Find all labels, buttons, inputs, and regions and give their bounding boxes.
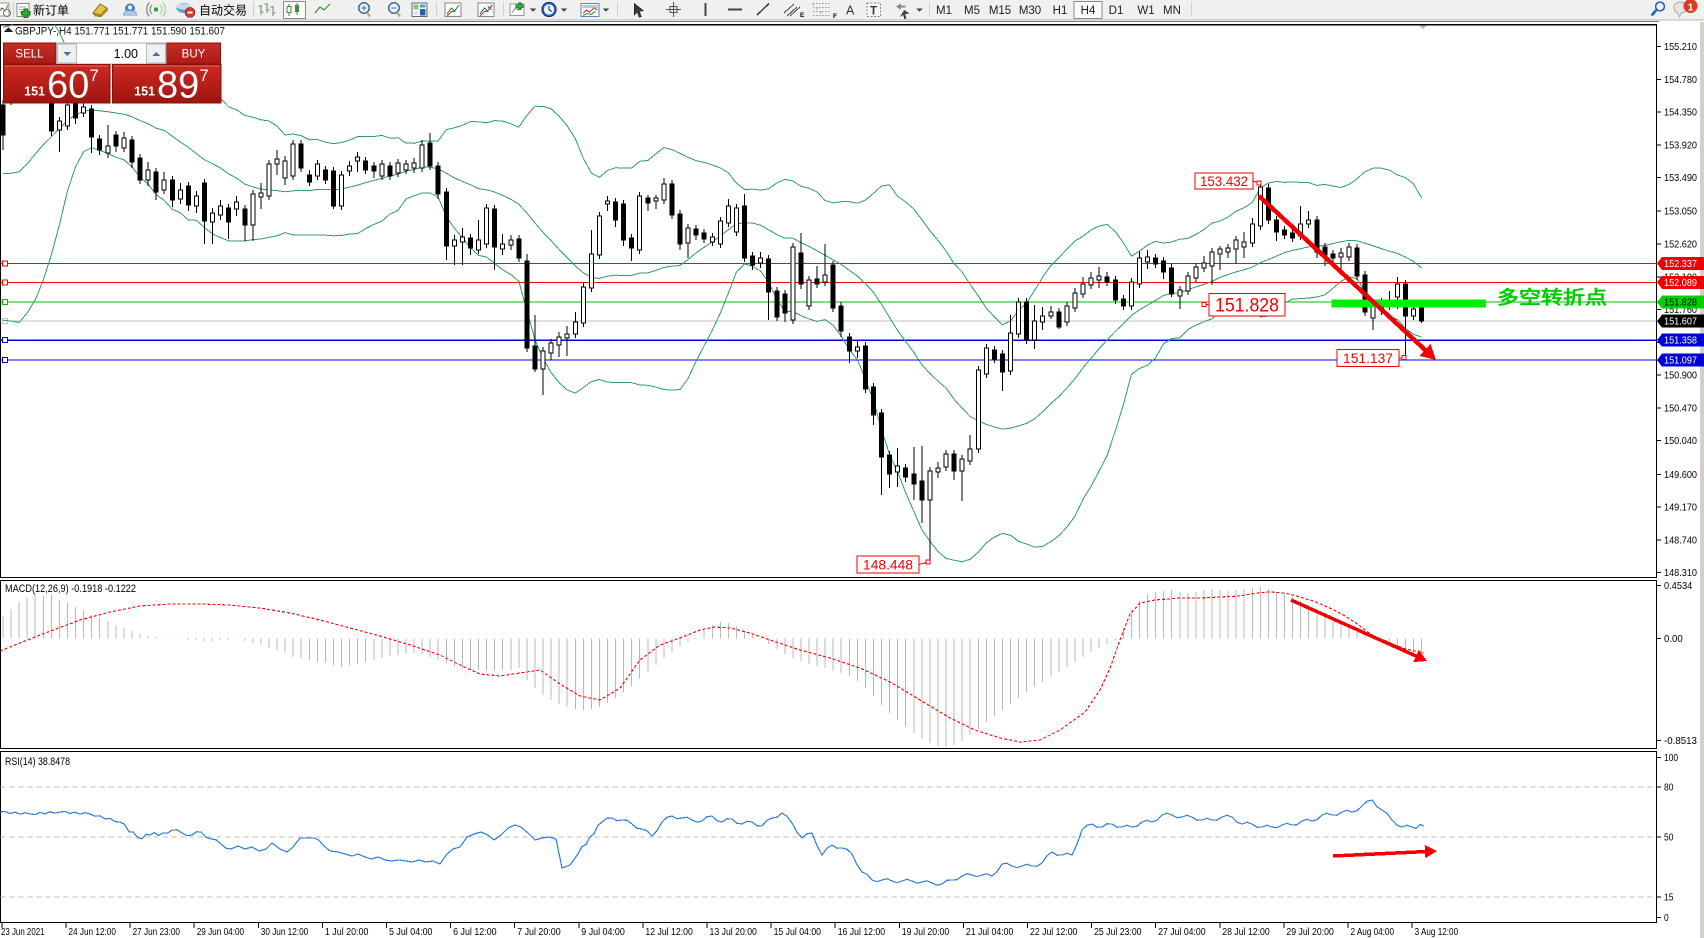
svg-text:28 Jul 12:00: 28 Jul 12:00 (1222, 927, 1270, 938)
svg-text:F: F (833, 13, 837, 20)
svg-text:2 Aug 04:00: 2 Aug 04:00 (1351, 927, 1395, 938)
svg-text:7 Jul 20:00: 7 Jul 20:00 (517, 927, 561, 938)
svg-text:7: 7 (90, 67, 99, 85)
svg-text:H4: H4 (1081, 5, 1096, 17)
svg-text:BUY: BUY (182, 49, 206, 61)
svg-text:E: E (800, 12, 805, 19)
svg-text:6 Jul 12:00: 6 Jul 12:00 (453, 927, 497, 938)
svg-text:-0.8513: -0.8513 (1664, 735, 1697, 747)
svg-text:154.350: 154.350 (1664, 107, 1697, 119)
svg-text:27 Jun 23:00: 27 Jun 23:00 (133, 927, 181, 938)
svg-text:M1: M1 (936, 5, 952, 17)
svg-text:RSI(14) 38.8478: RSI(14) 38.8478 (5, 756, 70, 768)
svg-text:151: 151 (24, 85, 45, 99)
svg-text:23 Jun 2021: 23 Jun 2021 (1, 927, 45, 938)
svg-text:1.00: 1.00 (114, 47, 138, 61)
svg-text:1: 1 (1688, 2, 1694, 14)
svg-text:29 Jun 04:00: 29 Jun 04:00 (197, 927, 245, 938)
svg-text:153.050: 153.050 (1664, 206, 1697, 218)
svg-text:7: 7 (200, 67, 209, 85)
svg-text:149.170: 149.170 (1664, 502, 1697, 514)
svg-text:153.490: 153.490 (1664, 172, 1697, 184)
svg-text:24 Jun 12:00: 24 Jun 12:00 (69, 927, 117, 938)
svg-text:0: 0 (1664, 912, 1669, 924)
svg-text:154.780: 154.780 (1664, 74, 1697, 86)
svg-text:151.097: 151.097 (1664, 355, 1697, 367)
svg-text:153.432: 153.432 (1200, 174, 1248, 189)
svg-text:GBPJPY-,H4 151.771 151.771 15: GBPJPY-,H4 151.771 151.771 151.590 151.6… (15, 26, 225, 38)
svg-text:89: 89 (157, 65, 199, 107)
svg-text:150.040: 150.040 (1664, 435, 1697, 447)
svg-text:H1: H1 (1053, 5, 1068, 17)
svg-text:152.337: 152.337 (1664, 258, 1697, 270)
svg-text:新订单: 新订单 (33, 3, 69, 18)
svg-text:151.607: 151.607 (1664, 316, 1697, 328)
svg-text:148.448: 148.448 (863, 557, 913, 572)
svg-text:W1: W1 (1137, 5, 1154, 17)
svg-text:19 Jul 20:00: 19 Jul 20:00 (902, 927, 950, 938)
svg-text:27 Jul 04:00: 27 Jul 04:00 (1158, 927, 1206, 938)
svg-text:M5: M5 (964, 5, 980, 17)
svg-text:30 Jun 12:00: 30 Jun 12:00 (261, 927, 309, 938)
svg-text:50: 50 (1664, 832, 1674, 844)
svg-text:多空转折点: 多空转折点 (1497, 287, 1608, 308)
svg-text:80: 80 (1664, 781, 1674, 793)
svg-text:5 Jul 04:00: 5 Jul 04:00 (389, 927, 433, 938)
svg-text:152.089: 152.089 (1664, 277, 1697, 289)
svg-text:149.600: 149.600 (1664, 469, 1697, 481)
svg-text:MACD(12,26,9) -0.1918 -0.1222: MACD(12,26,9) -0.1918 -0.1222 (5, 583, 136, 595)
svg-text:1 Jul 20:00: 1 Jul 20:00 (325, 927, 369, 938)
svg-text:M15: M15 (989, 5, 1011, 17)
svg-text:100: 100 (1664, 752, 1678, 764)
svg-text:SELL: SELL (15, 49, 44, 61)
svg-text:9 Jul 04:00: 9 Jul 04:00 (581, 927, 625, 938)
svg-text:151.828: 151.828 (1215, 296, 1279, 317)
svg-text:13 Jul 20:00: 13 Jul 20:00 (710, 927, 758, 938)
svg-text:60: 60 (47, 65, 89, 107)
svg-text:152.620: 152.620 (1664, 239, 1697, 251)
svg-text:25 Jul 23:00: 25 Jul 23:00 (1094, 927, 1142, 938)
svg-text:151.358: 151.358 (1664, 335, 1697, 347)
svg-text:16 Jul 12:00: 16 Jul 12:00 (838, 927, 886, 938)
svg-text:155.210: 155.210 (1664, 41, 1697, 53)
svg-text:M30: M30 (1019, 5, 1041, 17)
svg-text:MN: MN (1163, 5, 1181, 17)
svg-text:150.900: 150.900 (1664, 370, 1697, 382)
svg-text:150.470: 150.470 (1664, 402, 1697, 414)
svg-text:12 Jul 12:00: 12 Jul 12:00 (645, 927, 693, 938)
svg-text:15 Jul 04:00: 15 Jul 04:00 (774, 927, 822, 938)
svg-text:148.310: 148.310 (1664, 567, 1697, 579)
svg-text:22 Jul 12:00: 22 Jul 12:00 (1030, 927, 1078, 938)
svg-text:151.828: 151.828 (1664, 297, 1697, 309)
svg-text:A: A (846, 4, 855, 18)
svg-text:T: T (870, 6, 877, 18)
svg-text:29 Jul 20:00: 29 Jul 20:00 (1286, 927, 1334, 938)
svg-text:0.4534: 0.4534 (1664, 580, 1692, 592)
svg-text:151: 151 (134, 85, 155, 99)
svg-text:153.920: 153.920 (1664, 139, 1697, 151)
svg-text:21 Jul 04:00: 21 Jul 04:00 (966, 927, 1014, 938)
svg-text:15: 15 (1664, 891, 1674, 903)
svg-text:0.00: 0.00 (1664, 633, 1683, 645)
svg-text:D1: D1 (1109, 5, 1124, 17)
svg-text:151.137: 151.137 (1343, 351, 1393, 366)
svg-text:自动交易: 自动交易 (199, 3, 247, 18)
svg-text:148.740: 148.740 (1664, 534, 1697, 546)
svg-text:3 Aug 12:00: 3 Aug 12:00 (1415, 927, 1459, 938)
